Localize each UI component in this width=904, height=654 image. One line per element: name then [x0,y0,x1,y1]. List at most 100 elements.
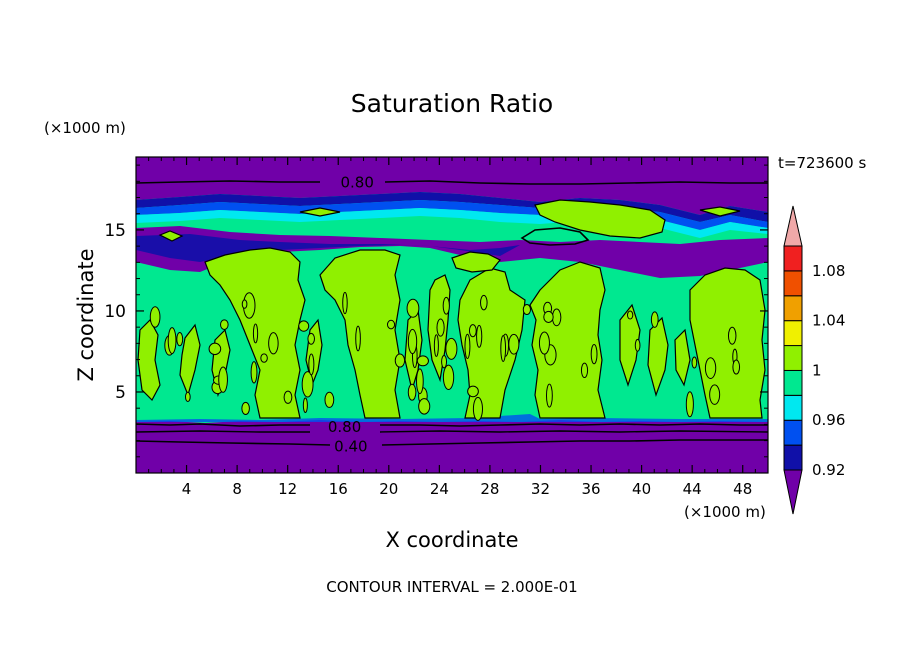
saturated-speck [732,359,741,375]
saturated-speck [241,299,248,309]
x-tick-label: 12 [278,480,297,498]
colorbar-label: 1.08 [812,262,845,280]
contour-upper-closed [520,227,590,246]
contour-label: 0.40 [334,437,367,455]
time-label: t=723600 s [778,154,866,172]
chart-title: Saturation Ratio [351,89,553,118]
upper-dry-layer [136,157,768,215]
saturated-speck [220,319,229,330]
contour-0.80-upper [136,180,768,185]
colorbar-swatch [783,394,803,421]
saturated-speck [149,306,161,328]
colorbar-low-arrow [783,469,803,515]
saturated-speck [298,320,310,332]
colorbar-swatch [783,270,803,297]
contour-interval-note: CONTOUR INTERVAL = 2.000E-01 [326,578,577,596]
saturated-speck [416,368,424,395]
saturated-speck [467,385,479,398]
saturated-speck [545,383,553,408]
colorbar-swatch [783,345,803,371]
contour-label: 0.80 [340,173,373,191]
colorbar-label: 0.92 [812,461,845,479]
saturated-speck [727,326,737,345]
saturated-speck [307,332,315,345]
x-tick-label: 16 [329,480,348,498]
x-tick-label: 32 [531,480,550,498]
saturated-speck [538,331,550,355]
colorbar-swatch [783,245,803,272]
saturated-speck [406,298,420,318]
y-tick-label: 15 [104,221,126,241]
contour-0.80-lower-2 [136,430,768,433]
x-tick-label: 28 [480,480,499,498]
saturated-speck [472,396,483,421]
saturated-speck [268,332,279,355]
colorbar: 1.08 1.04 1 0.96 0.92 [783,205,845,515]
saturated-specks [149,291,741,421]
saturated-speck [342,291,348,315]
colorbar-label: 1 [812,361,822,379]
saturated-speck [407,328,418,355]
saturated-speck [580,362,589,379]
mid-dry-layer [136,226,768,278]
saturated-speck [167,327,177,355]
y-unit-label: (×1000 m) [44,119,126,137]
x-tick-label: 36 [581,480,600,498]
contour-label: 0.80 [328,418,361,436]
saturated-speck [302,397,308,413]
saturated-speck [252,323,259,344]
x-tick-label: 40 [632,480,651,498]
saturated-speck [445,337,458,360]
saturated-speck [218,366,228,393]
saturated-speck [522,304,531,315]
upper-deep-blue-band [136,192,768,222]
saturated-speck [241,401,250,416]
saturated-speck [355,325,361,352]
x-tick-label: 48 [733,480,752,498]
y-axis: 5 10 15 [104,164,768,458]
x-axis-title: X coordinate [385,528,518,552]
saturated-speck [476,324,483,348]
saturated-speck [480,294,488,311]
x-axis: 4 8 12 16 20 24 28 32 36 40 44 48 [148,157,756,498]
saturated-speck [442,364,455,391]
x-tick-label: 8 [232,480,242,498]
saturated-speck [394,353,406,368]
saturated-speck [436,318,445,337]
saturated-speck [308,353,315,376]
colorbar-swatch [783,320,803,347]
saturated-speck [433,334,439,357]
colorbar-swatch [783,295,803,322]
saturated-speck [634,338,641,352]
saturated-speck [442,296,450,315]
colorbar-swatch [783,444,803,471]
colorbar-label: 0.96 [812,411,845,429]
saturated-speck [691,356,698,369]
saturated-speck [208,342,222,356]
x-unit-label: (×1000 m) [684,503,766,521]
saturated-speck [464,333,471,359]
saturated-speck [685,391,694,418]
saturated-speck [441,354,448,369]
saturated-speck [704,357,717,379]
x-tick-label: 4 [182,480,192,498]
saturated-speck [543,310,554,323]
saturated-speck [407,383,417,401]
x-tick-label: 44 [683,480,702,498]
lower-blue-fringe [136,414,768,422]
saturated-speck [650,311,659,328]
y-axis-title: Z coordinate [74,248,98,381]
colorbar-high-arrow [783,205,803,247]
y-tick-label: 5 [115,383,126,403]
saturated-speck [283,390,293,404]
contour-field [136,157,768,473]
x-tick-label: 20 [379,480,398,498]
saturated-speck [386,319,396,330]
colorbar-swatch [783,369,803,396]
saturated-speck [500,335,507,362]
saturated-speck [324,391,335,408]
saturated-speck [709,384,721,405]
y-tick-label: 10 [104,302,126,322]
colorbar-label: 1.04 [812,312,845,330]
